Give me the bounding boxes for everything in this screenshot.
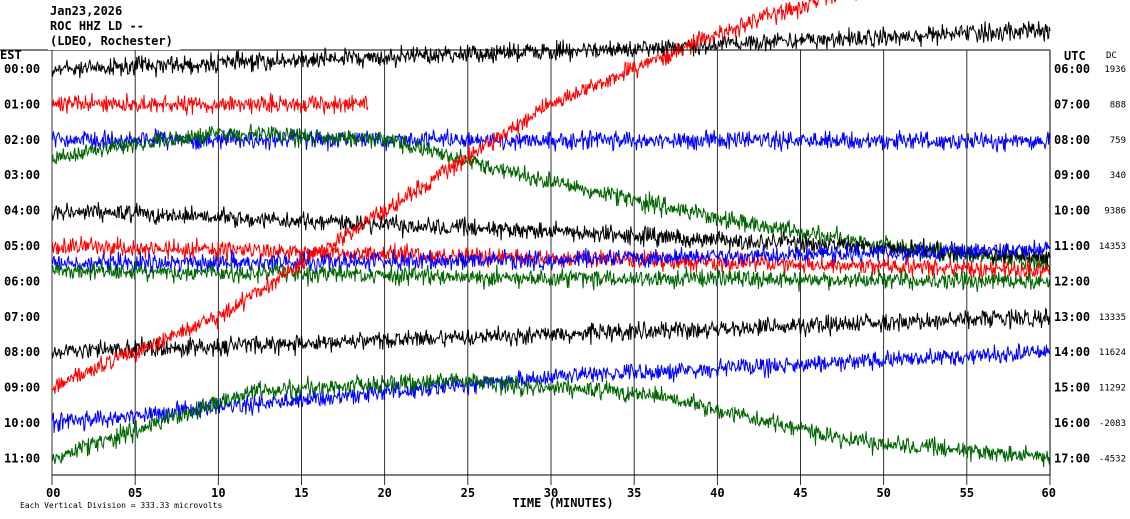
dc-offset-label: -2083 bbox=[1099, 419, 1126, 429]
utc-hour-label: 06:00 bbox=[1054, 62, 1090, 76]
utc-hour-label: 13:00 bbox=[1054, 310, 1090, 324]
trace-0900 bbox=[51, 0, 857, 395]
x-tick-label: 35 bbox=[627, 486, 641, 500]
dc-offset-label: 9386 bbox=[1104, 207, 1126, 217]
est-hour-label: 04:00 bbox=[4, 204, 40, 218]
x-tick-label: 55 bbox=[960, 486, 974, 500]
dc-offset-label: 11292 bbox=[1099, 384, 1126, 394]
x-tick-label: 15 bbox=[294, 486, 308, 500]
est-hour-label: 10:00 bbox=[4, 416, 40, 430]
est-hour-label: 06:00 bbox=[4, 274, 40, 288]
est-hour-label: 01:00 bbox=[4, 97, 40, 111]
utc-hour-label: 17:00 bbox=[1054, 451, 1090, 465]
trace-0700 bbox=[51, 260, 1051, 293]
seismic-traces bbox=[51, 0, 1051, 468]
left-axis-title: EST bbox=[0, 48, 22, 62]
dc-offset-label: 13335 bbox=[1099, 313, 1126, 323]
utc-hour-label: 14:00 bbox=[1054, 345, 1090, 359]
utc-hour-label: 10:00 bbox=[1054, 204, 1090, 218]
x-tick-label: 40 bbox=[710, 486, 724, 500]
x-tick-label: 00 bbox=[46, 486, 60, 500]
header-network: (LDEO, Rochester) bbox=[50, 34, 173, 48]
header-box bbox=[48, 3, 180, 50]
x-tick-label: 45 bbox=[793, 486, 807, 500]
trace-0000 bbox=[51, 21, 1051, 79]
trace-0800 bbox=[51, 307, 1051, 360]
est-hour-label: 03:00 bbox=[4, 168, 40, 182]
trace-0500 bbox=[51, 236, 1051, 282]
x-axis-label: TIME (MINUTES) bbox=[512, 496, 613, 510]
x-tick-label: 50 bbox=[876, 486, 890, 500]
trace-0100 bbox=[51, 92, 369, 116]
utc-hour-label: 09:00 bbox=[1054, 168, 1090, 182]
dc-offset-label: 340 bbox=[1110, 171, 1126, 181]
dc-offset-label: 888 bbox=[1110, 100, 1126, 110]
x-tick-labels: 00 05 10 15 20 25 30 35 40 45 50 55 60 bbox=[46, 486, 1056, 500]
trace-1000 bbox=[51, 343, 1051, 433]
footer-scale-text: Each Vertical Division = 333.33 microvol… bbox=[20, 501, 222, 510]
trace-1100 bbox=[51, 372, 1051, 468]
trace-0300 bbox=[51, 123, 1051, 276]
utc-hour-label: 12:00 bbox=[1054, 274, 1090, 288]
est-hour-label: 08:00 bbox=[4, 345, 40, 359]
row-labels: 00:00 06:00 1936 01:00 07:00 888 02:00 08:00 759… bbox=[4, 62, 1126, 465]
est-hour-label: 00:00 bbox=[4, 62, 40, 76]
dc-offset-label: 759 bbox=[1110, 136, 1126, 146]
x-tick-label: 30 bbox=[544, 486, 558, 500]
est-hour-label: 09:00 bbox=[4, 381, 40, 395]
est-hour-label: 02:00 bbox=[4, 133, 40, 147]
utc-hour-label: 11:00 bbox=[1054, 239, 1090, 253]
est-hour-label: 05:00 bbox=[4, 239, 40, 253]
dc-offset-label: -4532 bbox=[1099, 454, 1126, 464]
dc-offset-label: 1936 bbox=[1104, 65, 1126, 75]
header-date: Jan23,2026 bbox=[50, 4, 122, 18]
trace-0200 bbox=[51, 128, 1051, 153]
x-tick-label: 20 bbox=[377, 486, 391, 500]
utc-hour-label: 07:00 bbox=[1054, 97, 1090, 111]
dc-offset-label: 14353 bbox=[1099, 242, 1126, 252]
header-station: ROC HHZ LD -- bbox=[50, 19, 144, 33]
right-axis-title: UTC bbox=[1064, 49, 1086, 63]
utc-hour-label: 15:00 bbox=[1054, 381, 1090, 395]
trace-0600 bbox=[51, 239, 1051, 274]
x-tick-label: 60 bbox=[1042, 486, 1056, 500]
est-hour-label: 07:00 bbox=[4, 310, 40, 324]
dc-title: DC bbox=[1106, 51, 1117, 61]
dc-offset-label: 11624 bbox=[1099, 348, 1126, 358]
utc-hour-label: 08:00 bbox=[1054, 133, 1090, 147]
x-tick-label: 05 bbox=[128, 486, 142, 500]
est-hour-label: 11:00 bbox=[4, 451, 40, 465]
x-tick-label: 10 bbox=[211, 486, 225, 500]
x-tick-label: 25 bbox=[461, 486, 475, 500]
utc-hour-label: 16:00 bbox=[1054, 416, 1090, 430]
